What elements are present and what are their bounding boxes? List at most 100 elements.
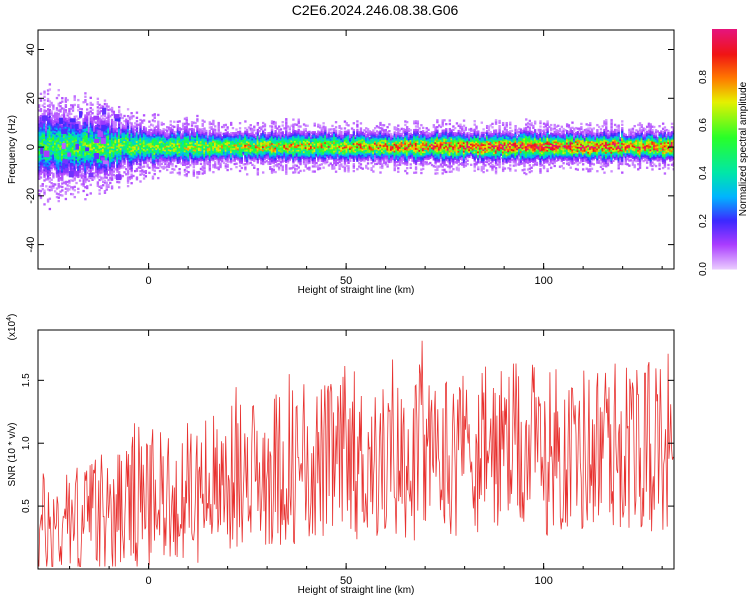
heatmap-cell bbox=[48, 132, 52, 136]
heatmap-cell bbox=[109, 149, 112, 152]
heatmap-cell bbox=[242, 144, 245, 147]
heatmap-cell bbox=[357, 131, 361, 134]
heatmap-cell bbox=[370, 136, 373, 139]
heatmap-cell bbox=[45, 161, 48, 164]
heatmap-cell bbox=[107, 154, 110, 158]
heatmap-cell bbox=[169, 162, 172, 166]
heatmap-cell bbox=[73, 168, 76, 171]
heatmap-cell bbox=[210, 138, 213, 141]
heatmap-cell bbox=[112, 148, 116, 151]
heatmap-cell bbox=[109, 142, 112, 145]
heatmap-cell bbox=[254, 157, 258, 161]
heatmap-cell bbox=[144, 127, 148, 130]
heatmap-cell bbox=[50, 103, 53, 106]
heatmap-cell bbox=[119, 162, 123, 166]
heatmap-cell bbox=[144, 134, 148, 137]
heatmap-cell bbox=[192, 174, 196, 177]
heatmap-cell bbox=[322, 159, 325, 163]
heatmap-cell bbox=[133, 144, 137, 147]
heatmap-cell bbox=[135, 161, 139, 164]
heatmap-cell bbox=[253, 125, 256, 128]
heatmap-cell bbox=[247, 126, 251, 129]
heatmap-cell bbox=[38, 129, 41, 133]
heatmap-cell bbox=[100, 166, 103, 169]
heatmap-cell bbox=[43, 121, 46, 124]
heatmap-cell bbox=[48, 160, 52, 163]
heatmap-cell bbox=[87, 131, 91, 135]
heatmap-cell bbox=[62, 120, 66, 123]
heatmap-cell bbox=[224, 152, 228, 156]
heatmap-cell bbox=[39, 137, 43, 140]
heatmap-cell bbox=[338, 155, 341, 159]
heatmap-cell bbox=[59, 176, 62, 180]
heatmap-cell bbox=[354, 140, 357, 143]
heatmap-cell bbox=[133, 169, 137, 173]
heatmap-cell bbox=[135, 135, 139, 138]
heatmap-cell bbox=[349, 137, 352, 140]
heatmap-cell bbox=[48, 112, 52, 115]
heatmap-cell bbox=[302, 142, 306, 145]
heatmap-cell bbox=[69, 143, 73, 146]
heatmap-cell bbox=[62, 125, 66, 128]
heatmap-cell bbox=[292, 125, 295, 128]
heatmap-cell bbox=[139, 154, 142, 158]
heatmap-cell bbox=[228, 141, 231, 145]
heatmap-cell bbox=[50, 110, 53, 113]
heatmap-cell bbox=[43, 129, 46, 133]
heatmap-cell bbox=[68, 123, 71, 126]
heatmap-cell bbox=[133, 128, 137, 132]
heatmap-cell bbox=[315, 144, 318, 148]
heatmap-cell bbox=[142, 177, 146, 180]
heatmap-cell bbox=[38, 150, 41, 153]
heatmap-cell bbox=[144, 175, 148, 178]
heatmap-cell bbox=[103, 172, 107, 176]
heatmap-cell bbox=[309, 148, 313, 152]
heatmap-cell bbox=[64, 172, 68, 175]
heatmap-cell bbox=[85, 122, 89, 125]
heatmap-cell bbox=[213, 130, 217, 133]
heatmap-cell bbox=[98, 148, 101, 151]
heatmap-cell bbox=[253, 146, 256, 149]
heatmap-cell bbox=[94, 142, 98, 145]
heatmap-cell bbox=[267, 143, 270, 147]
heatmap-cell bbox=[41, 136, 44, 140]
heatmap-cell bbox=[153, 142, 156, 145]
heatmap-cell bbox=[201, 165, 204, 168]
heatmap-cell bbox=[141, 150, 144, 153]
heatmap-cell bbox=[116, 136, 119, 139]
heatmap-cell bbox=[151, 175, 155, 178]
heatmap-cell bbox=[212, 133, 215, 136]
heatmap-cell bbox=[373, 159, 377, 162]
heatmap-cell bbox=[46, 171, 50, 174]
heatmap-cell bbox=[39, 118, 43, 121]
heatmap-cell bbox=[279, 128, 283, 131]
heatmap-cell bbox=[233, 162, 236, 166]
heatmap-cell bbox=[59, 159, 62, 163]
heatmap-cell bbox=[162, 136, 165, 139]
heatmap-cell bbox=[356, 149, 359, 152]
heatmap-cell bbox=[100, 144, 103, 147]
heatmap-cell bbox=[78, 160, 82, 163]
heatmap-cell bbox=[69, 150, 73, 153]
heatmap-cell bbox=[253, 142, 256, 145]
heatmap-cell bbox=[130, 173, 133, 176]
heatmap-cell bbox=[317, 142, 320, 145]
heatmap-cell bbox=[183, 160, 187, 163]
heatmap-cell bbox=[269, 143, 272, 147]
heatmap-cell bbox=[75, 139, 78, 142]
heatmap-cell bbox=[375, 157, 379, 160]
heatmap-cell bbox=[101, 131, 105, 134]
heatmap-cell bbox=[235, 148, 238, 152]
heatmap-cell bbox=[221, 160, 224, 163]
heatmap-cell bbox=[343, 169, 347, 173]
heatmap-cell bbox=[306, 157, 309, 160]
heatmap-cell bbox=[155, 134, 158, 137]
heatmap-cell bbox=[46, 135, 50, 138]
heatmap-cell bbox=[181, 132, 185, 136]
heatmap-cell bbox=[210, 151, 213, 154]
heatmap-cell bbox=[69, 153, 73, 156]
heatmap-cell bbox=[235, 145, 238, 148]
heatmap-cell bbox=[256, 152, 260, 156]
heatmap-cell bbox=[226, 160, 229, 163]
heatmap-cell bbox=[73, 170, 76, 173]
